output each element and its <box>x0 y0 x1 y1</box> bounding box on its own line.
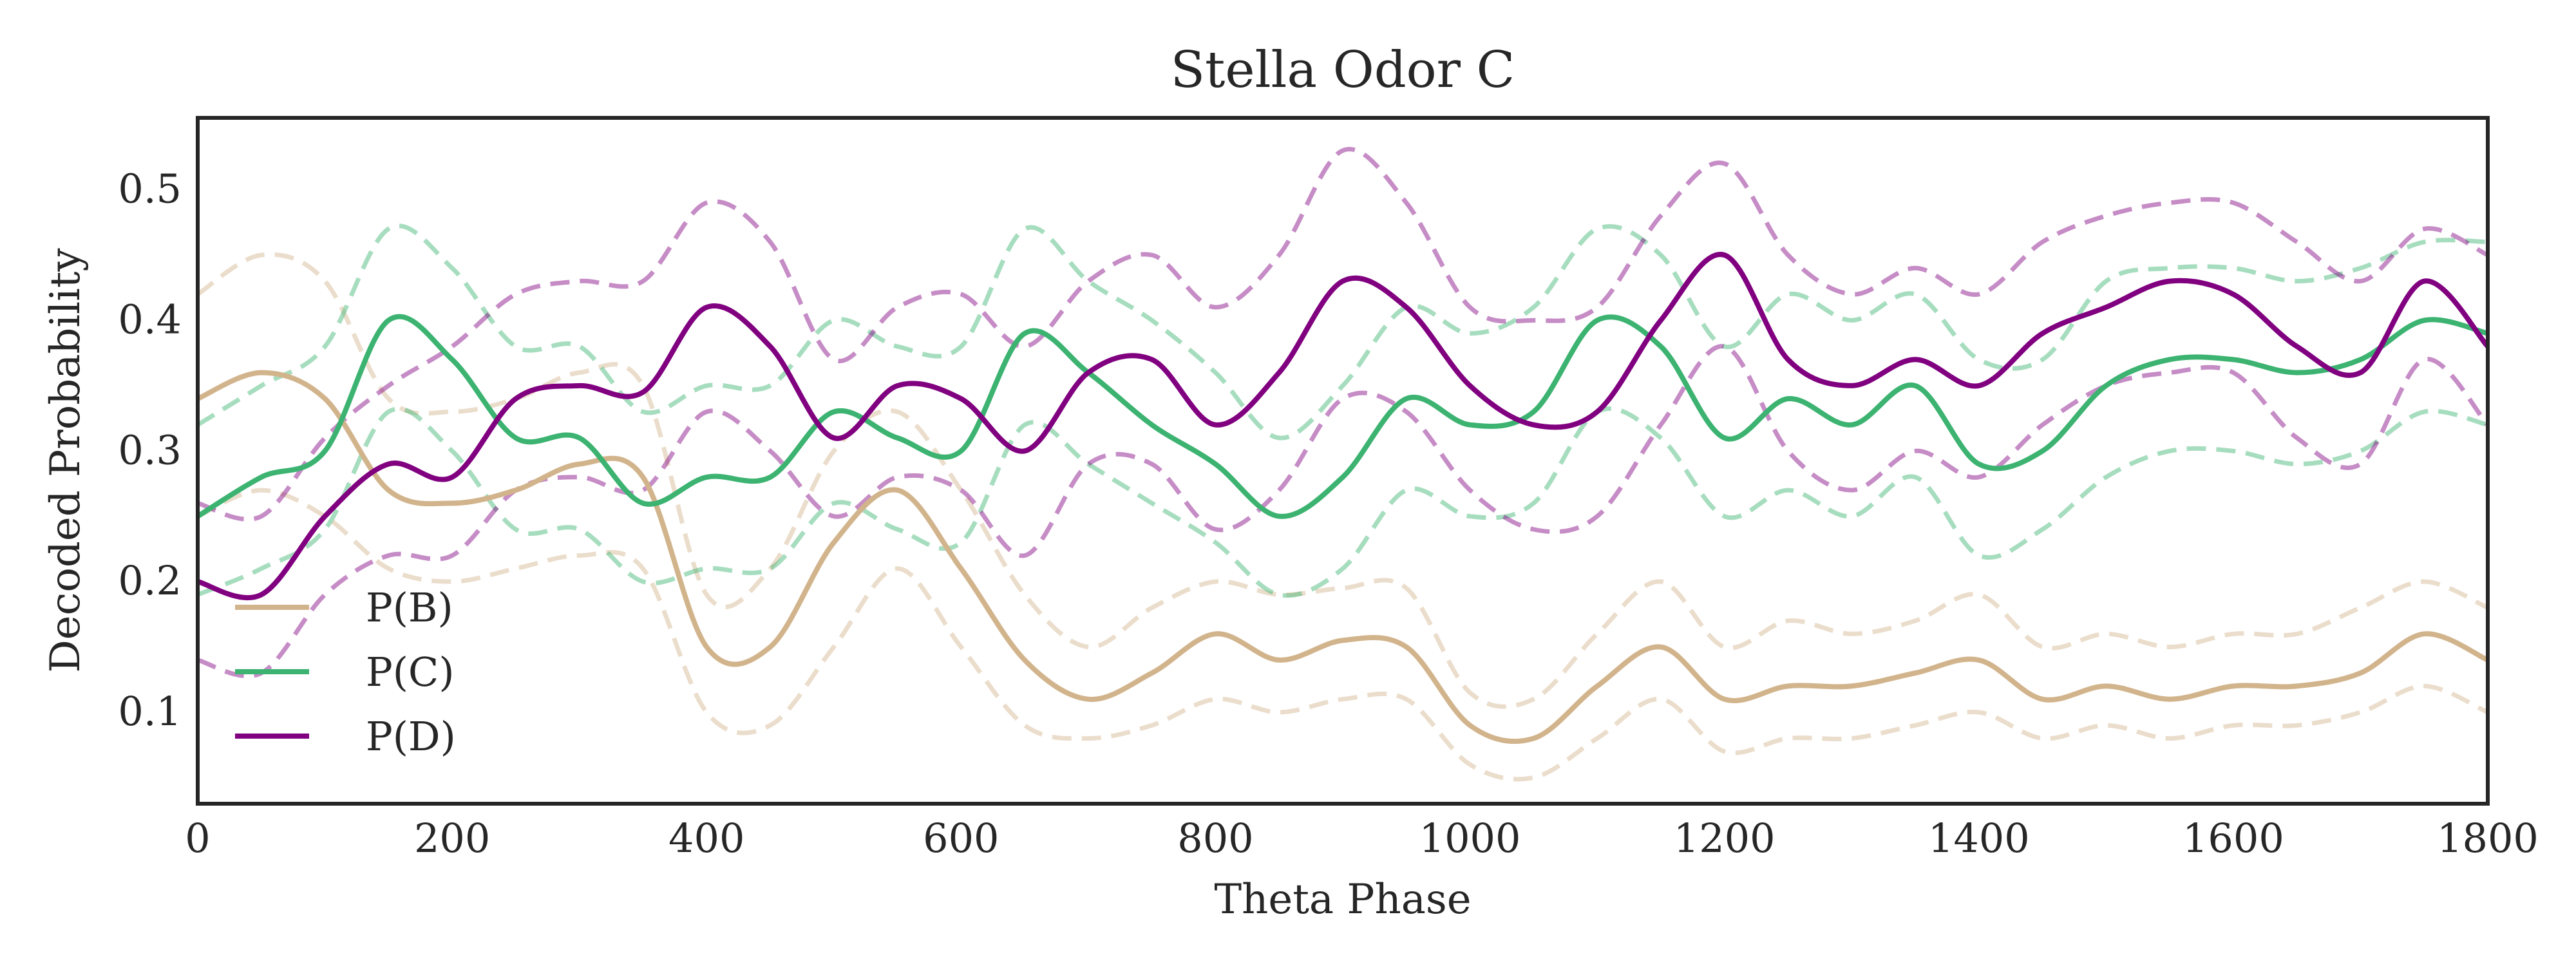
legend-label-p-d: P(D) <box>366 713 456 760</box>
x-tick-label: 1000 <box>1419 815 1521 862</box>
y-axis: 0.1 0.2 0.3 0.4 0.5 <box>118 166 182 735</box>
x-tick-label: 400 <box>668 815 744 862</box>
y-tick-label: 0.1 <box>118 688 182 735</box>
y-tick-label: 0.4 <box>118 296 182 343</box>
chart-title: Stella Odor C <box>1171 41 1515 99</box>
series-p-d-upper-bound <box>197 147 2489 522</box>
x-tick-label: 200 <box>414 815 490 862</box>
legend-label-p-b: P(B) <box>366 584 453 631</box>
x-tick-label: 600 <box>923 815 999 862</box>
x-tick-label: 0 <box>185 815 210 862</box>
x-tick-label: 1400 <box>1928 815 2030 862</box>
series-p-c-line <box>196 314 2488 519</box>
x-tick-label: 1800 <box>2437 815 2539 862</box>
series-p-c-upper-bound <box>196 223 2488 440</box>
x-axis: 0 200 400 600 800 1000 1200 1400 1600 1800 <box>185 815 2539 862</box>
legend: P(B) P(C) P(D) <box>235 584 456 760</box>
series-layer <box>196 147 2490 782</box>
y-axis-label: Decoded Probability <box>42 248 90 672</box>
plot-frame <box>196 116 2490 806</box>
y-tick-label: 0.3 <box>118 426 182 473</box>
x-tick-label: 1200 <box>1674 815 1776 862</box>
legend-label-p-c: P(C) <box>366 649 455 696</box>
y-tick-label: 0.2 <box>118 557 182 604</box>
series-p-b-upper-bound <box>196 252 2489 709</box>
series-p-d-lower-bound <box>197 344 2490 679</box>
x-axis-label: Theta Phase <box>1214 876 1471 923</box>
series-p-b-lower-bound <box>196 488 2489 782</box>
series-p-c-lower-bound <box>196 406 2488 598</box>
x-tick-label: 800 <box>1177 815 1253 862</box>
series-p-b-line <box>196 370 2489 744</box>
series-p-d-line <box>196 252 2490 601</box>
y-tick-label: 0.5 <box>118 166 182 213</box>
x-tick-label: 1600 <box>2183 815 2284 862</box>
